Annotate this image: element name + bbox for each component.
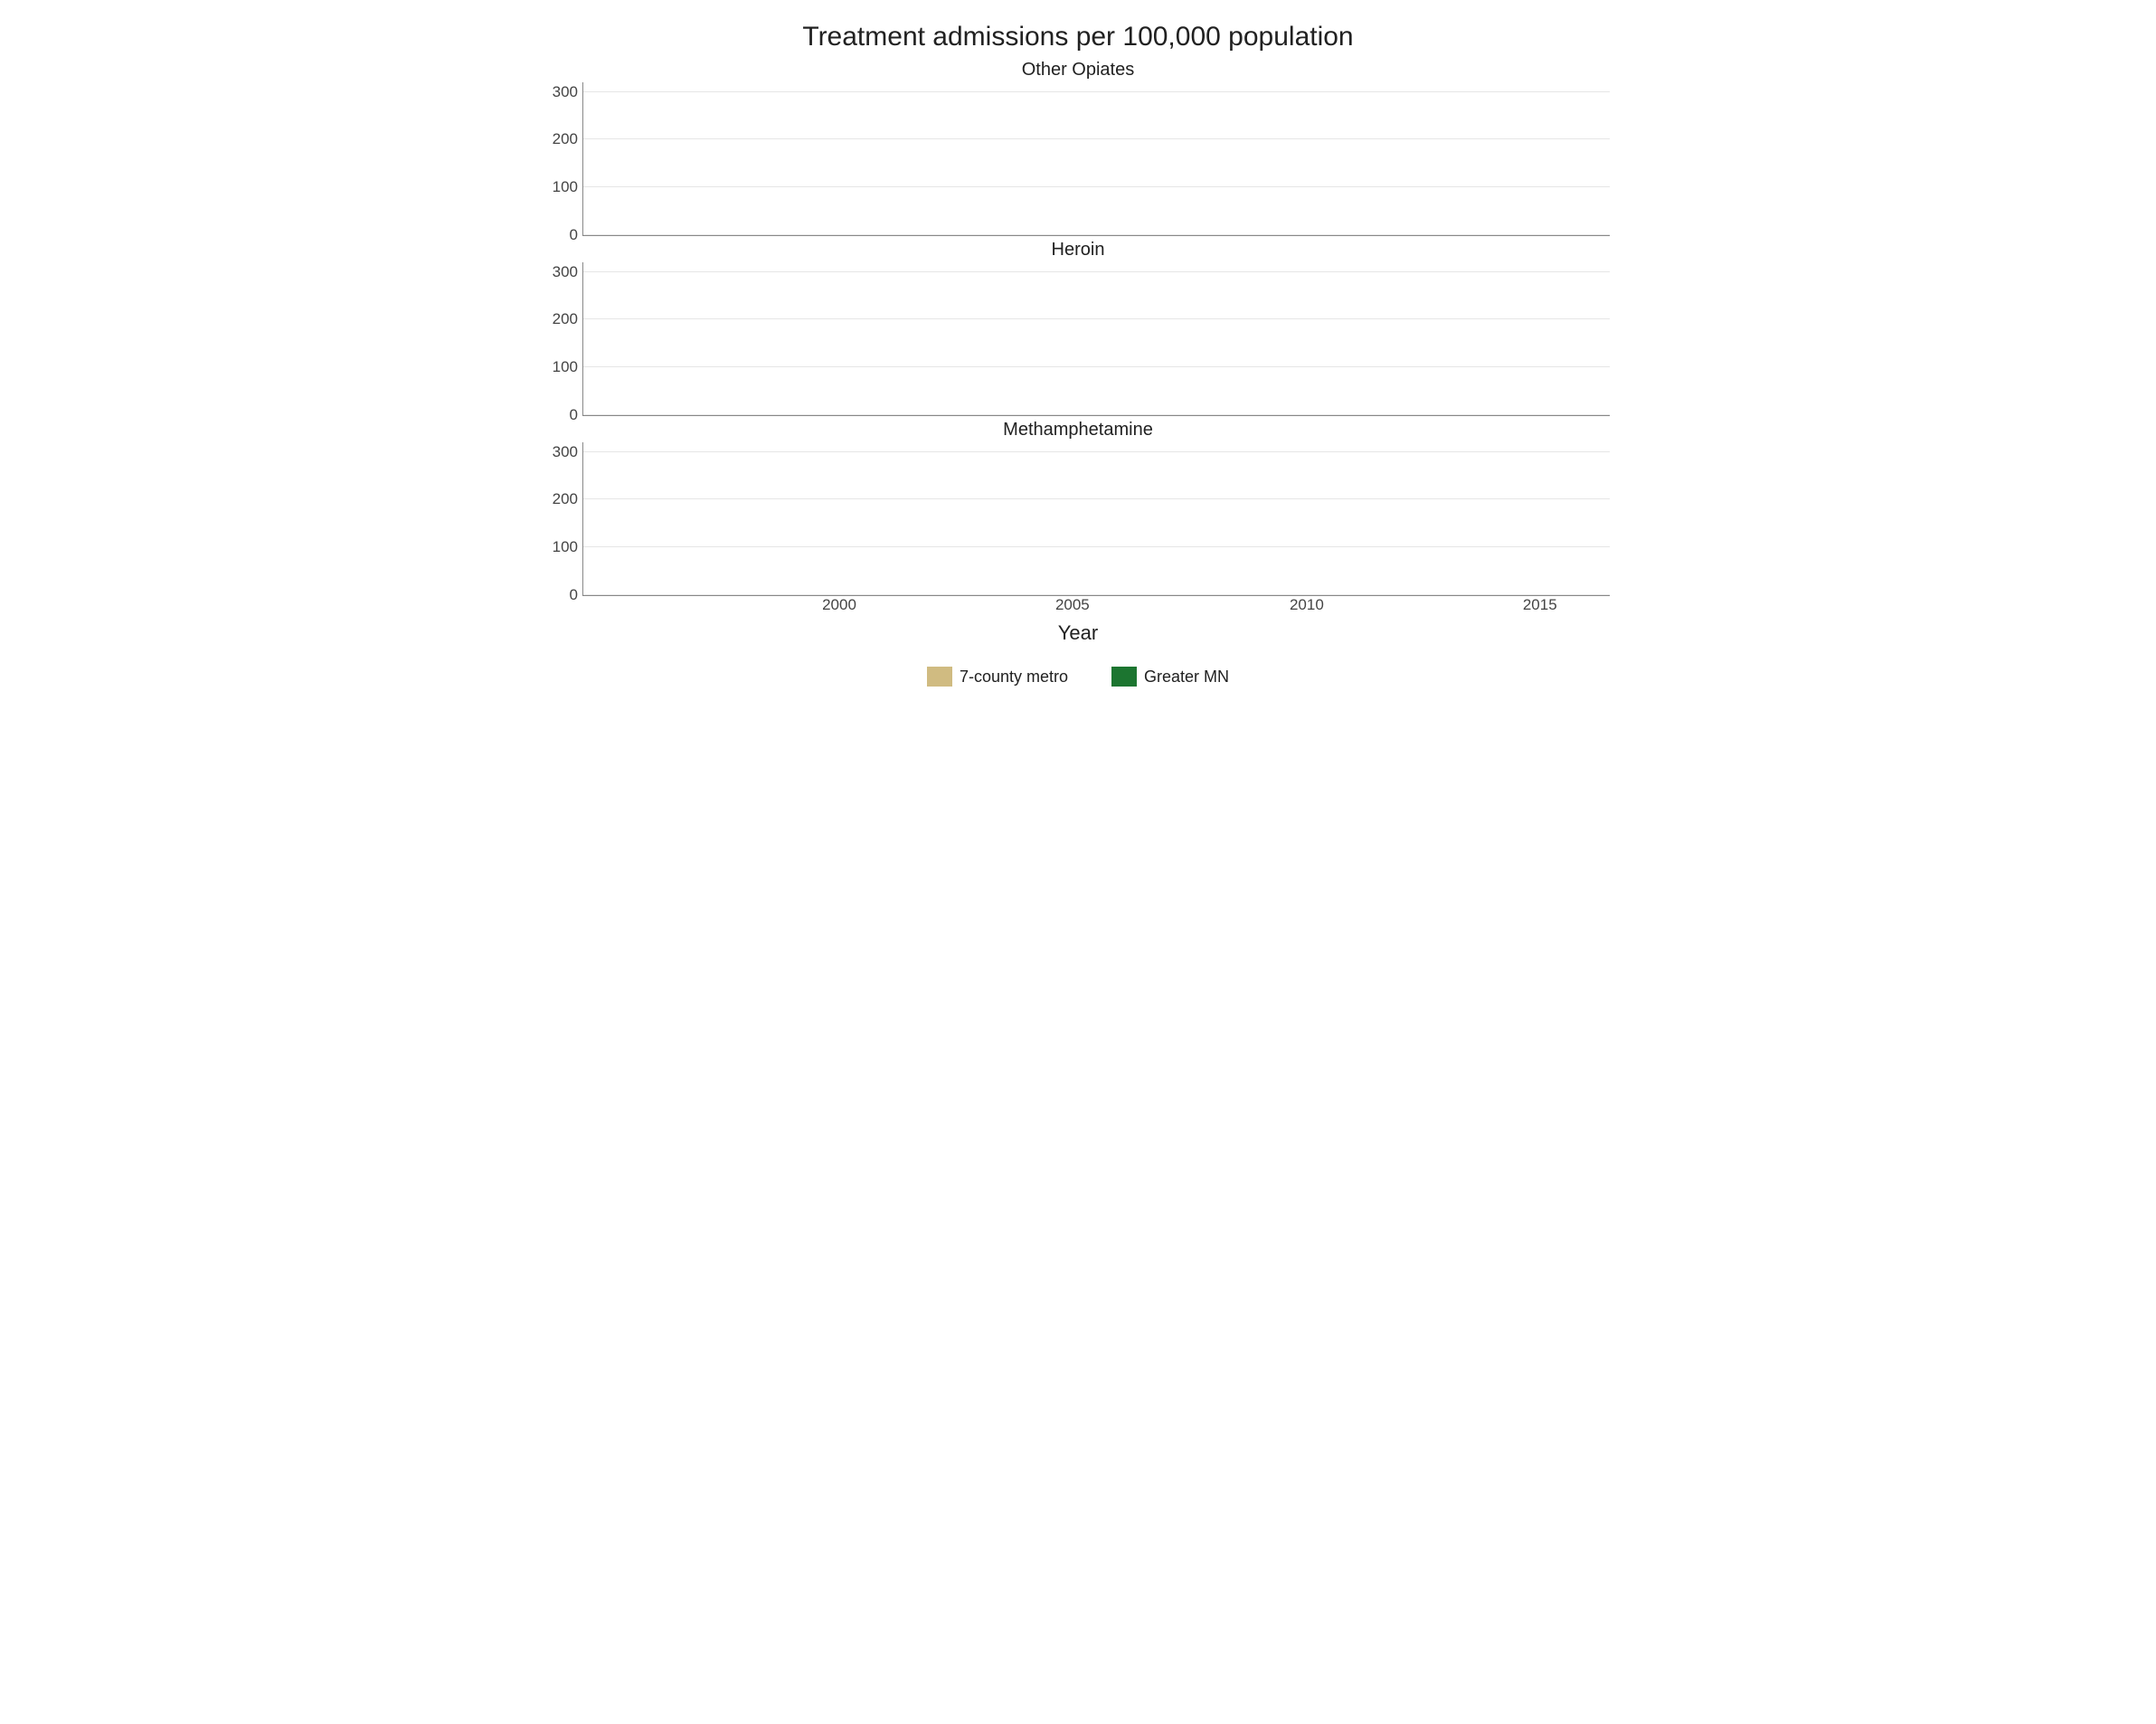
legend-item-metro: 7-county metro — [927, 667, 1068, 687]
chart-container: Treatment admissions per 100,000 populat… — [539, 22, 1617, 687]
y-tick-label: 300 — [553, 443, 583, 461]
bars-group-container — [583, 442, 1610, 595]
plot-area: 0100200300 — [582, 442, 1610, 596]
panels-container: Other Opiates0100200300Heroin0100200300M… — [539, 60, 1617, 596]
y-tick-label: 100 — [553, 538, 583, 556]
legend: 7-county metro Greater MN — [539, 667, 1617, 687]
plot-area: 0100200300 — [582, 262, 1610, 416]
bars-group-container — [583, 82, 1610, 235]
panel: Methamphetamine0100200300 — [539, 420, 1617, 596]
chart-title: Treatment admissions per 100,000 populat… — [539, 22, 1617, 52]
y-tick-label: 300 — [553, 83, 583, 101]
x-tick-label: 2010 — [1290, 596, 1324, 614]
x-axis-label: Year — [539, 621, 1617, 645]
y-tick-label: 0 — [570, 586, 583, 604]
legend-label-metro: 7-county metro — [960, 668, 1068, 687]
y-tick-label: 300 — [553, 263, 583, 281]
plot-area: 0100200300 — [582, 82, 1610, 236]
legend-label-greater: Greater MN — [1144, 668, 1229, 687]
legend-swatch-metro — [927, 667, 952, 687]
panel: Other Opiates0100200300 — [539, 60, 1617, 236]
x-tick-label: 2000 — [822, 596, 856, 614]
y-tick-label: 200 — [553, 490, 583, 508]
y-tick-label: 100 — [553, 358, 583, 376]
y-tick-label: 100 — [553, 178, 583, 196]
panel-title: Methamphetamine — [539, 420, 1617, 440]
y-tick-label: 200 — [553, 130, 583, 148]
bars-group-container — [583, 262, 1610, 415]
panel-title: Other Opiates — [539, 60, 1617, 81]
x-tick-label: 2005 — [1055, 596, 1090, 614]
x-tick-label: 2015 — [1523, 596, 1557, 614]
legend-item-greater: Greater MN — [1111, 667, 1229, 687]
panel: Heroin0100200300 — [539, 240, 1617, 416]
legend-swatch-greater — [1111, 667, 1137, 687]
panel-title: Heroin — [539, 240, 1617, 260]
y-tick-label: 200 — [553, 310, 583, 328]
x-axis: 2000 2005 2010 2015 — [582, 596, 1610, 621]
